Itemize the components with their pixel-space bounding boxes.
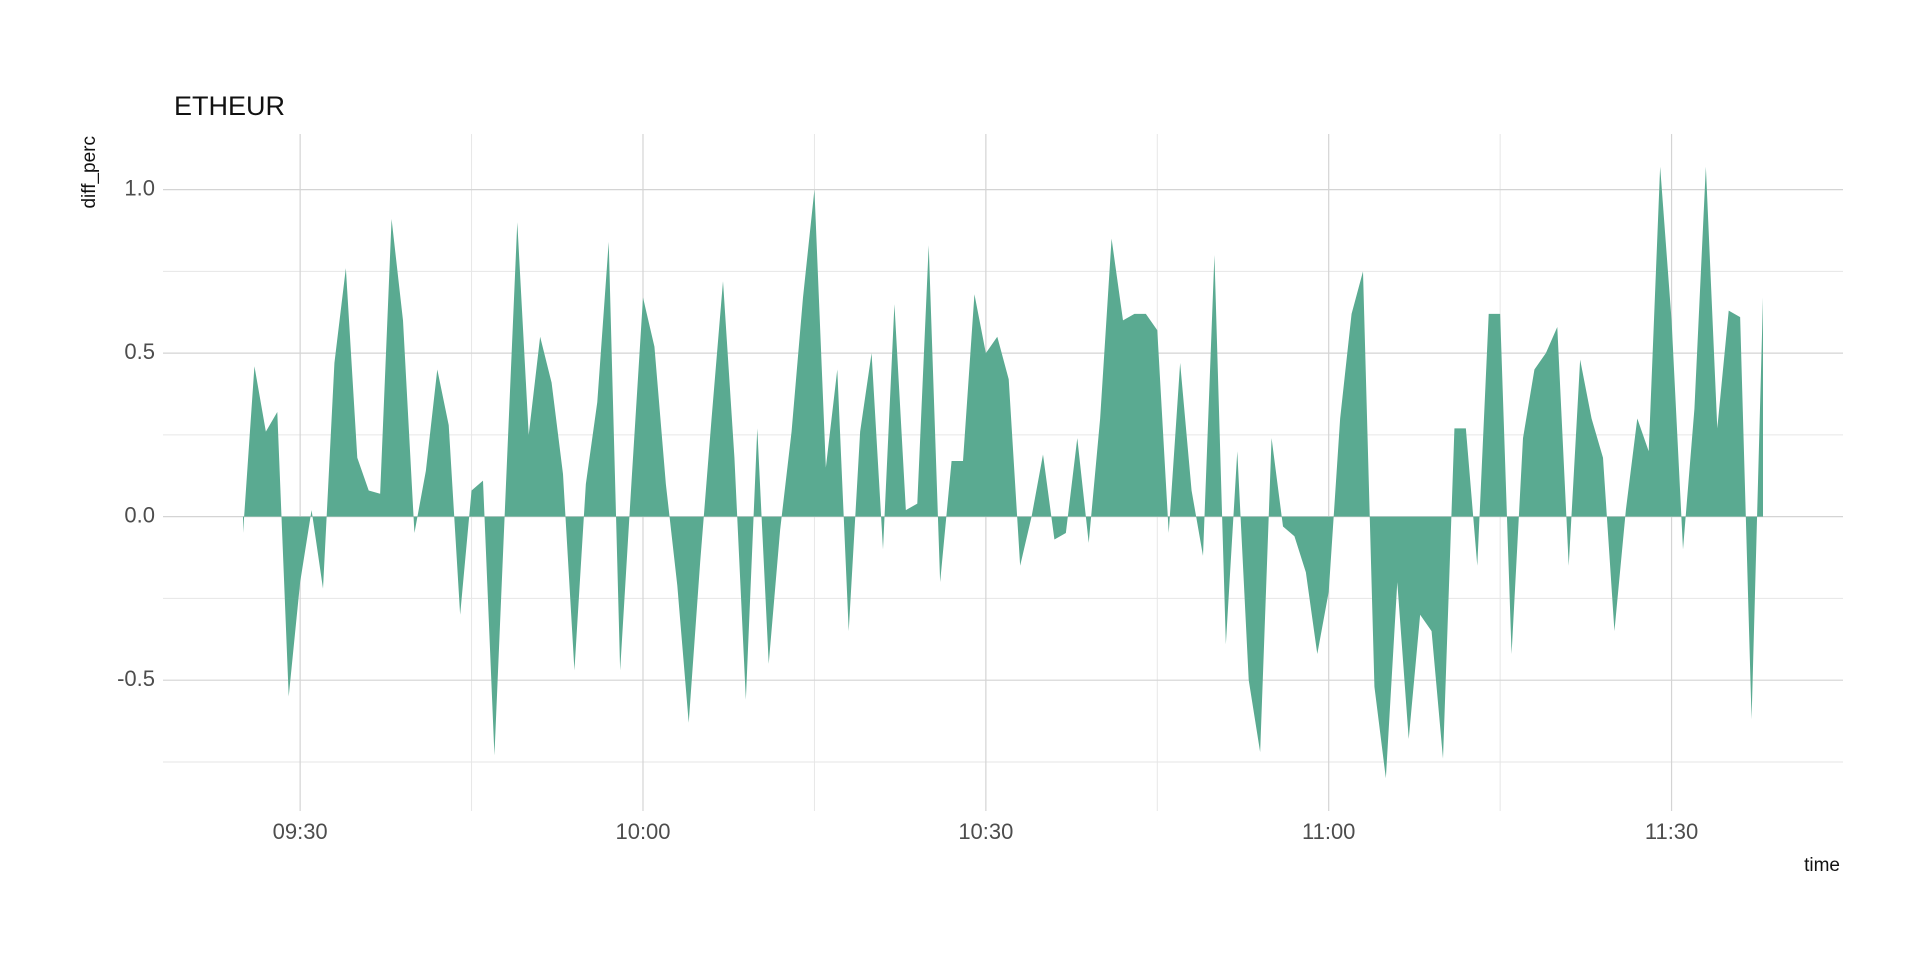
y-tick-label: 0.5 [124,339,155,364]
x-tick-label: 11:30 [1645,819,1698,844]
y-tick-label: -0.5 [117,666,155,691]
x-tick-label: 11:00 [1302,819,1355,844]
x-tick-label: 10:00 [615,819,670,844]
area [243,166,1763,779]
y-tick-label: 0.0 [124,502,155,527]
x-tick-label: 10:30 [958,819,1013,844]
y-axis-label: diff_perc [79,136,100,209]
chart-title: ETHEUR [174,91,285,121]
x-tick-label: 09:30 [273,819,328,844]
y-tick-label: 1.0 [124,175,155,200]
x-axis-label: time [1804,855,1840,876]
